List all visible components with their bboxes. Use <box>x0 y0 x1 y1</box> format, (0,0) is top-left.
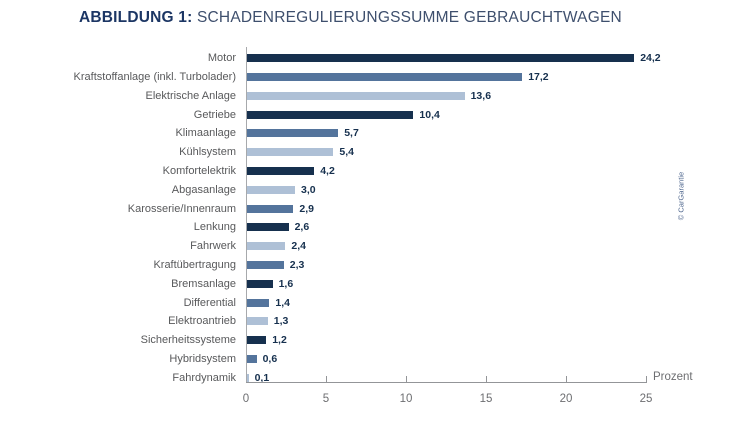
copyright-credit: © CarGarantie <box>676 171 686 221</box>
bar-row: Differential 1,4 <box>0 293 750 312</box>
bar-row: Kraftübertragung 2,3 <box>0 255 750 274</box>
bar-row: Sicherheitssysteme 1,2 <box>0 331 750 350</box>
value-label: 2,3 <box>289 258 305 271</box>
value-label: 1,2 <box>272 334 287 347</box>
category-label: Lenkung <box>193 221 236 234</box>
value-label: 1,4 <box>275 296 290 309</box>
bar <box>247 336 267 345</box>
bar-row: Karosserie/Innenraum 2,9 <box>0 199 750 218</box>
value-label: 5,4 <box>339 146 354 159</box>
x-axis-tick-label: 10 <box>399 393 413 405</box>
value-label: 0,6 <box>262 352 278 365</box>
x-axis-unit-label: Prozent <box>653 371 693 383</box>
bar <box>247 72 523 81</box>
bar <box>247 185 295 194</box>
bar <box>247 110 414 119</box>
bar <box>247 148 334 157</box>
value-label: 2,9 <box>299 202 314 215</box>
bar-row: Kraftstoffanlage (inkl. Turbolader) 17,2 <box>0 67 750 86</box>
category-label: Karosserie/Innenraum <box>127 202 236 215</box>
x-axis-tick-mark <box>486 376 487 383</box>
category-label: Kühlsystem <box>179 146 236 159</box>
bar <box>247 54 635 63</box>
y-axis-line <box>246 47 247 383</box>
value-label: 3,0 <box>301 183 316 196</box>
bar <box>247 129 339 138</box>
value-label: 17,2 <box>528 70 549 83</box>
figure-title-text: SCHADENREGULIERUNGSSUMME GEBRAUCHTWAGEN <box>197 9 622 26</box>
bar-row: Lenkung 2,6 <box>0 218 750 237</box>
x-axis-tick-label: 5 <box>322 393 330 405</box>
bar <box>247 204 294 213</box>
bar <box>247 242 286 251</box>
x-axis-tick-mark <box>406 376 407 383</box>
value-label: 13,6 <box>470 89 492 102</box>
value-label: 0,1 <box>254 371 270 384</box>
category-label: Fahrdynamik <box>172 371 236 384</box>
bar-row: Elektrische Anlage 13,6 <box>0 86 750 105</box>
value-label: 5,7 <box>344 127 359 140</box>
category-label: Motor <box>207 52 236 65</box>
category-label: Abgasanlage <box>171 183 236 196</box>
category-label: Komfortelektrik <box>162 164 236 177</box>
bar-row: Bremsanlage 1,6 <box>0 274 750 293</box>
value-label: 2,4 <box>291 240 306 253</box>
x-axis-tick-mark <box>566 376 567 383</box>
bar-row: Kühlsystem 5,4 <box>0 143 750 162</box>
category-label: Bremsanlage <box>171 277 236 290</box>
category-label: Elektrische Anlage <box>145 89 237 102</box>
bar-row: Motor 24,2 <box>0 49 750 68</box>
category-label: Hybridsystem <box>169 352 236 365</box>
bar-row: Fahrdynamik 0,1 <box>0 368 750 387</box>
bar <box>247 298 270 307</box>
x-axis-line <box>246 382 647 383</box>
category-label: Getriebe <box>193 108 236 121</box>
x-axis-tick-label: 0 <box>242 393 250 405</box>
bar-row: Getriebe 10,4 <box>0 105 750 124</box>
x-axis-tick-label: 25 <box>639 393 653 405</box>
category-label: Elektroantrieb <box>168 315 236 328</box>
value-label: 1,3 <box>273 315 289 328</box>
bar <box>247 317 268 326</box>
category-label: Kraftstoffanlage (inkl. Turbolader) <box>73 70 236 83</box>
value-label: 4,2 <box>320 164 335 177</box>
bar-row: Komfortelektrik 4,2 <box>0 161 750 180</box>
bar <box>247 91 465 100</box>
category-label: Kraftübertragung <box>153 258 236 271</box>
value-label: 24,2 <box>640 52 661 65</box>
value-label: 10,4 <box>419 108 440 121</box>
bar <box>247 260 284 269</box>
category-label: Sicherheitssysteme <box>140 334 236 347</box>
bar-row: Elektroantrieb 1,3 <box>0 312 750 331</box>
x-axis-tick-mark <box>646 376 647 383</box>
value-label: 1,6 <box>278 277 294 290</box>
figure-title: ABBILDUNG 1: SCHADENREGULIERUNGSSUMME GE… <box>79 9 622 27</box>
category-label: Fahrwerk <box>190 240 236 253</box>
bar <box>247 166 315 175</box>
bar-row: Hybridsystem 0,6 <box>0 349 750 368</box>
x-axis-tick-label: 20 <box>559 393 573 405</box>
bar <box>247 373 249 382</box>
bar <box>247 354 257 363</box>
bar <box>247 223 289 232</box>
figure-number-label: ABBILDUNG 1: <box>79 9 193 26</box>
bar-row: Klimaanlage 5,7 <box>0 124 750 143</box>
bar-row: Abgasanlage 3,0 <box>0 180 750 199</box>
bar <box>247 279 273 288</box>
bar-row: Fahrwerk 2,4 <box>0 237 750 256</box>
x-axis-tick-mark <box>326 376 327 383</box>
value-label: 2,6 <box>294 221 310 234</box>
category-label: Klimaanlage <box>175 127 236 140</box>
x-axis-tick-label: 15 <box>479 393 493 405</box>
category-label: Differential <box>183 296 236 309</box>
